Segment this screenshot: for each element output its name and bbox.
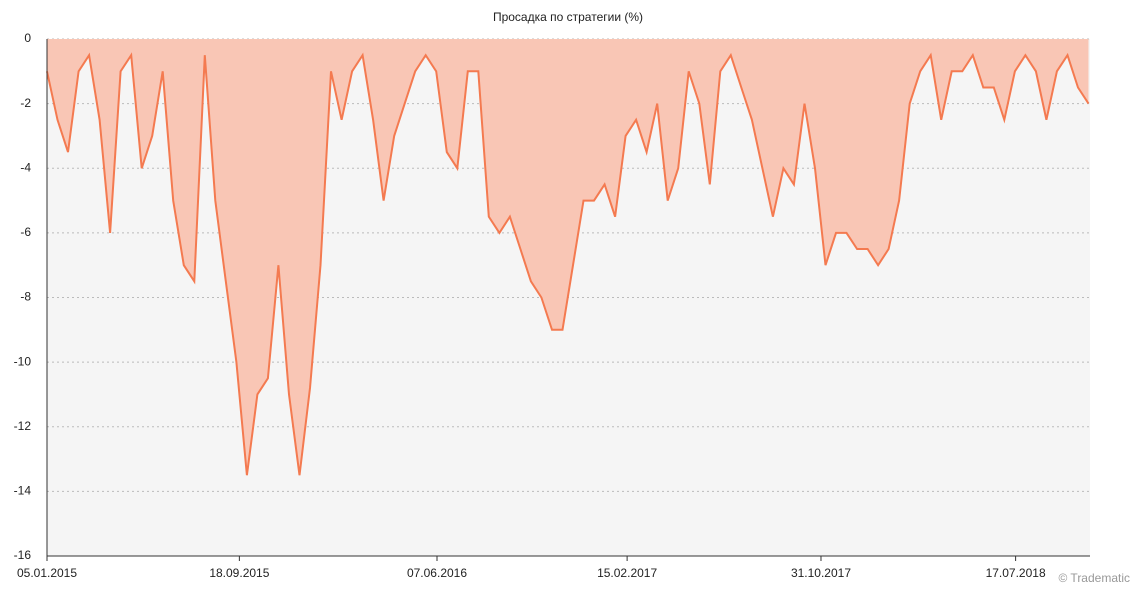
y-tick-label: -10: [14, 354, 32, 368]
y-tick-label: -4: [20, 160, 31, 174]
y-tick-label: -12: [14, 419, 32, 433]
watermark: © Tradematic: [1058, 571, 1130, 585]
y-tick-label: -6: [20, 225, 31, 239]
x-tick-label: 15.02.2017: [597, 566, 657, 580]
y-tick-label: -16: [14, 548, 32, 562]
drawdown-line: [46, 52, 1090, 476]
y-tick-label: 0: [24, 31, 31, 45]
x-tick-label: 17.07.2018: [986, 566, 1046, 580]
y-tick-label: -8: [20, 290, 31, 304]
x-tick-label: 18.09.2015: [209, 566, 269, 580]
x-tick-label: 31.10.2017: [791, 566, 851, 580]
y-tick-label: -2: [20, 96, 31, 110]
x-tick-label: 07.06.2016: [407, 566, 467, 580]
y-tick-label: -14: [14, 484, 32, 498]
area-fill: [47, 39, 1089, 476]
chart-title: Просадка по стратегии (%): [493, 10, 643, 24]
x-tick-label: 05.01.2015: [17, 566, 77, 580]
